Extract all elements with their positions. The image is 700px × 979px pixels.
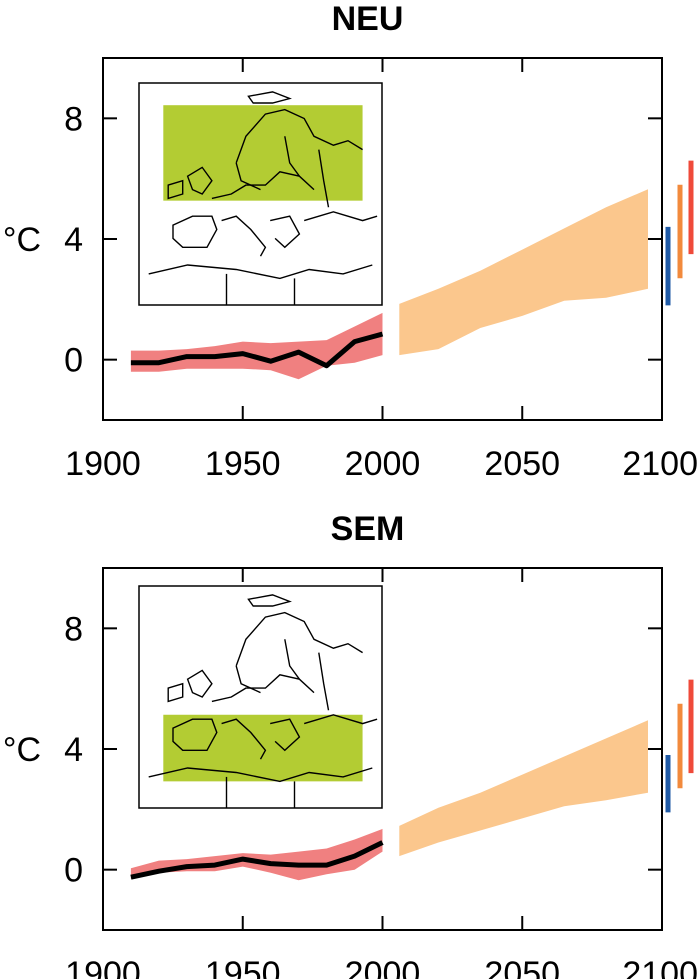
europe-map-icon [138, 585, 383, 809]
panel-neu: NEU °C 0 4 8 1900 1950 2000 2050 2100 [3, 0, 698, 483]
inset-coastline [148, 264, 373, 280]
inset-coastline [235, 665, 261, 694]
inset-coastline [303, 211, 378, 222]
inset-coastline [270, 215, 301, 249]
observed-series-line [130, 840, 384, 880]
inset-coastline [235, 162, 261, 191]
panel-title: SEM [331, 510, 405, 548]
x-tick-label: 2000 [345, 955, 421, 979]
inset-coastline [284, 136, 300, 177]
inset-coastline [186, 166, 213, 195]
inset-coastline [167, 682, 184, 703]
inset-coastline [235, 611, 363, 667]
y-axis-label: °C [3, 731, 41, 769]
inset-coastline [148, 767, 373, 783]
observed-series-line [130, 331, 384, 369]
projection-range-band [399, 720, 648, 857]
inset-coastline [186, 669, 213, 698]
y-tick-label: 4 [64, 221, 83, 259]
inset-coastline [303, 714, 378, 725]
inset-coastline [167, 179, 184, 200]
y-tick-label: 0 [64, 852, 83, 890]
model-20c-range-band [130, 828, 383, 881]
x-tick-label: 1950 [205, 445, 281, 483]
panel-title: NEU [332, 0, 404, 38]
inset-coastline [172, 718, 218, 751]
x-tick-label: 1900 [65, 445, 141, 483]
x-tick-label: 2000 [345, 445, 421, 483]
inset-coastline [270, 718, 301, 752]
x-tick-label: 2100 [622, 445, 698, 483]
projection-range-band [399, 189, 648, 356]
model-20c-range-band [130, 312, 383, 380]
inset-highlight-region [163, 105, 363, 201]
x-tick-label: 1950 [205, 955, 281, 979]
inset-coastline [221, 215, 267, 257]
x-tick-label: 1900 [65, 955, 141, 979]
x-tick-label: 2050 [484, 445, 560, 483]
inset-coastline [247, 594, 292, 607]
y-axis-label: °C [3, 221, 41, 259]
y-tick-label: 8 [64, 100, 83, 138]
inset-coastline [284, 639, 300, 680]
inset-coastline [318, 652, 330, 711]
inset-coastline [221, 718, 267, 760]
x-tick-label: 2100 [622, 955, 698, 979]
inset-coastline [318, 149, 330, 208]
inset-coastline [235, 108, 363, 164]
panel-sem: SEM °C 0 4 8 1900 1950 2000 2050 2100 [3, 510, 698, 979]
europe-map-icon [138, 82, 383, 306]
x-tick-label: 2050 [484, 955, 560, 979]
inset-coastline [172, 215, 218, 248]
y-tick-label: 0 [64, 342, 83, 380]
y-tick-label: 4 [64, 731, 83, 769]
inset-coastline [247, 91, 292, 104]
y-tick-label: 8 [64, 610, 83, 648]
